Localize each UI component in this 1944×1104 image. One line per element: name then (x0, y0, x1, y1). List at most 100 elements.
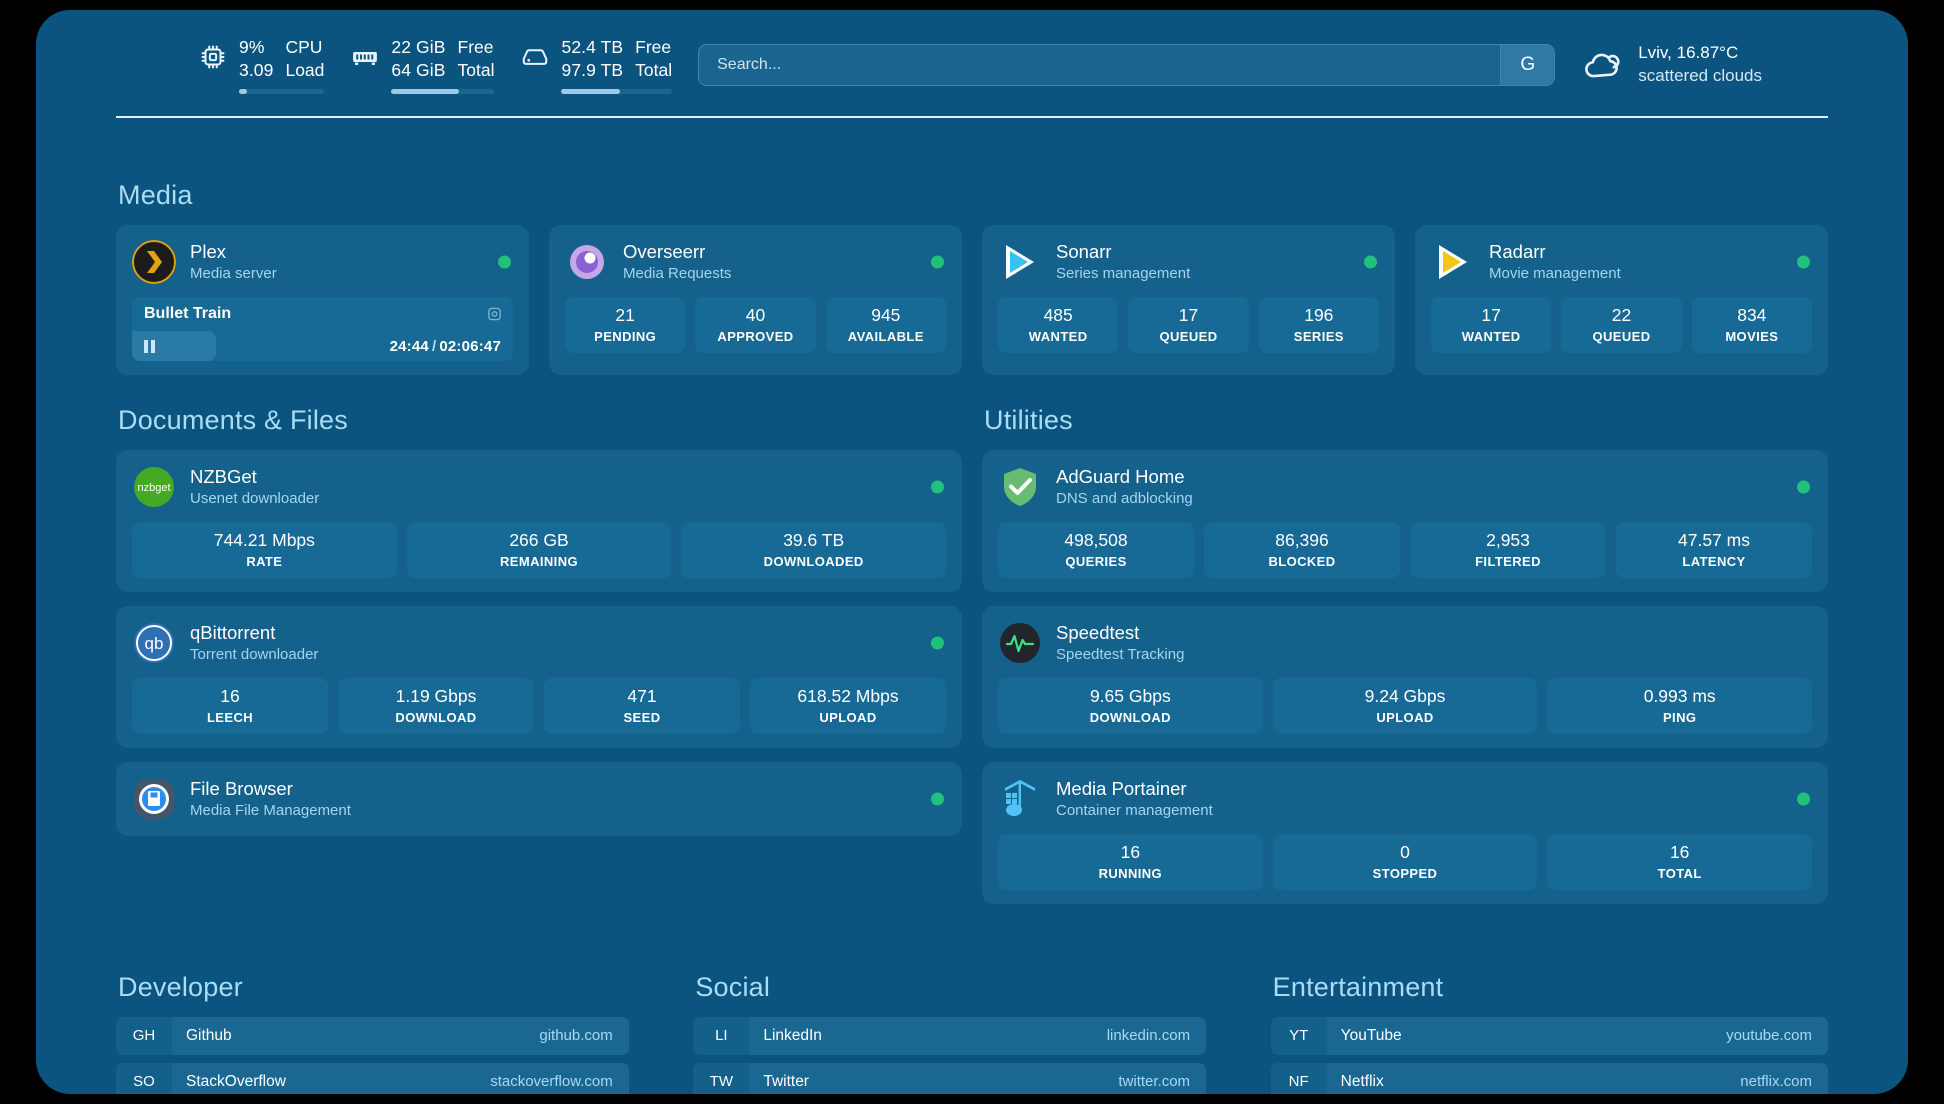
stat-value: 834 (1737, 305, 1767, 325)
service-card-sonarr[interactable]: Sonarr Series management 485 WANTED 17 Q… (982, 225, 1395, 375)
stat-label: PENDING (594, 328, 657, 344)
qbittorrent-title: qBittorrent (190, 622, 276, 644)
stat-label: SERIES (1293, 328, 1344, 344)
bookmark-group-developer: Developer GH Github github.com SO StackO… (116, 972, 673, 1094)
service-card-portainer[interactable]: Media Portainer Container management 16 … (982, 761, 1828, 904)
stat-label: LATENCY (1682, 553, 1746, 569)
stat-tile: 0.993 ms PING (1547, 677, 1813, 734)
disk-usage-bar (561, 89, 673, 95)
gear-icon[interactable] (486, 306, 503, 323)
bookmark-item-netflix[interactable]: NF Netflix netflix.com (1270, 1062, 1828, 1094)
status-badge (1364, 255, 1377, 269)
pause-icon[interactable] (144, 339, 155, 353)
adguard-title: AdGuard Home (1056, 466, 1185, 488)
bookmark-name: Github (186, 1026, 232, 1044)
service-card-adguard[interactable]: AdGuard Home DNS and adblocking 498,508 … (982, 450, 1828, 592)
stat-label: UPLOAD (1376, 709, 1434, 725)
stat-label: RUNNING (1098, 865, 1163, 881)
bookmark-abbr: YT (1270, 1016, 1327, 1055)
portainer-title: Media Portainer (1056, 777, 1187, 799)
stat-label: APPROVED (717, 328, 794, 344)
bookmark-item-stackoverflow[interactable]: SO StackOverflow stackoverflow.com (116, 1062, 629, 1094)
stat-label: RATE (246, 553, 283, 569)
stat-value: 1.19 Gbps (395, 685, 477, 706)
stat-value: 471 (627, 685, 657, 706)
stat-tile: 0 STOPPED (1272, 833, 1538, 890)
service-card-plex[interactable]: Plex Media server Bullet Train (116, 225, 529, 375)
media-section: Media Plex Media server (116, 180, 1828, 375)
nzbget-subtitle: Usenet downloader (190, 490, 320, 508)
stat-value: 0.993 ms (1643, 685, 1716, 706)
search-input[interactable] (699, 45, 1501, 85)
stat-value: 945 (871, 305, 901, 325)
cpu-label-bottom: Load (285, 60, 325, 80)
plex-subtitle: Media server (190, 265, 277, 283)
stat-label: AVAILABLE (847, 328, 924, 344)
stat-value: 16 (1120, 841, 1141, 862)
overseerr-title: Overseerr (623, 241, 706, 263)
sonarr-icon (998, 240, 1042, 284)
stat-label: QUEUED (1159, 328, 1218, 344)
status-badge (1797, 792, 1810, 806)
service-card-filebrowser[interactable]: File Browser Media File Management (116, 761, 962, 836)
header-divider (116, 116, 1828, 118)
stat-value: 16 (220, 685, 240, 706)
stat-tile: 17 WANTED (1431, 297, 1552, 353)
status-badge (931, 636, 944, 650)
stat-tile: 22 QUEUED (1561, 297, 1682, 353)
stat-tile: 9.24 Gbps UPLOAD (1272, 677, 1538, 734)
plex-title: Plex (190, 241, 226, 263)
stat-label: FILTERED (1475, 553, 1541, 569)
cloud-icon (1581, 44, 1623, 86)
stat-tile: 945 AVAILABLE (825, 297, 946, 353)
section-title-media: Media (118, 180, 193, 210)
cpu-usage-value: 9% (239, 36, 265, 57)
stat-label: REMAINING (500, 553, 578, 569)
bookmark-item-github[interactable]: GH Github github.com (116, 1016, 629, 1055)
bookmark-abbr: LI (693, 1016, 750, 1055)
filebrowser-icon (132, 777, 176, 821)
plex-duration: 02:06:47 (439, 337, 501, 355)
radarr-title: Radarr (1489, 241, 1546, 263)
plex-progress-bar[interactable]: 24:44/02:06:47 (132, 331, 513, 361)
stat-label: DOWNLOAD (1089, 709, 1171, 725)
disk-icon (520, 42, 550, 72)
service-card-overseerr[interactable]: Overseerr Media Requests 21 PENDING 40 A… (549, 225, 962, 375)
bookmark-abbr: GH (116, 1016, 172, 1055)
radarr-icon (1431, 240, 1475, 284)
bookmark-item-linkedin[interactable]: LI LinkedIn linkedin.com (693, 1016, 1207, 1055)
search-submit-button[interactable]: G (1500, 45, 1555, 85)
adguard-icon (998, 465, 1042, 509)
search-bar[interactable]: G (698, 44, 1556, 86)
bookmark-url: linkedin.com (1106, 1027, 1191, 1045)
stat-label: WANTED (1028, 328, 1088, 344)
service-card-nzbget[interactable]: nzbget NZBGet Usenet downloader 74 (116, 450, 962, 592)
sonarr-subtitle: Series management (1056, 265, 1191, 283)
stat-value: 16 (1669, 841, 1690, 862)
status-badge (931, 792, 944, 806)
stat-tile: 16 LEECH (132, 677, 328, 734)
cpu-label-top: CPU (285, 36, 323, 57)
bookmark-item-youtube[interactable]: YT YouTube youtube.com (1270, 1016, 1828, 1055)
bookmark-name: LinkedIn (763, 1026, 822, 1044)
service-card-qbittorrent[interactable]: qb qBittorrent Torrent downloader (116, 605, 962, 748)
cpu-load-value: 3.09 (239, 60, 274, 80)
bookmark-item-twitter[interactable]: TW Twitter twitter.com (693, 1062, 1207, 1094)
stat-tile: 86,396 BLOCKED (1204, 522, 1400, 578)
service-card-speedtest[interactable]: Speedtest Speedtest Tracking 9.65 Gbps D… (982, 605, 1828, 748)
dashboard-window: 9% 3.09 CPU Load (36, 10, 1908, 1094)
stat-tile: 485 WANTED (998, 297, 1119, 353)
service-card-radarr[interactable]: Radarr Movie management 17 WANTED 22 QUE… (1415, 225, 1828, 375)
filebrowser-title: File Browser (190, 777, 293, 799)
stat-tile: 39.6 TB DOWNLOADED (681, 522, 947, 578)
stat-label: LEECH (206, 709, 254, 725)
stat-value: 17 (1178, 305, 1199, 325)
nzbget-title: NZBGet (190, 466, 257, 488)
speedtest-title: Speedtest (1056, 622, 1140, 644)
stat-value: 0 (1400, 841, 1410, 862)
bookmark-url: stackoverflow.com (490, 1073, 613, 1091)
memory-icon (350, 42, 380, 72)
stat-value: 744.21 Mbps (213, 530, 315, 550)
svg-text:nzbget: nzbget (137, 482, 170, 494)
documents-section: Documents & Files nzbget NZBGet (116, 405, 962, 904)
